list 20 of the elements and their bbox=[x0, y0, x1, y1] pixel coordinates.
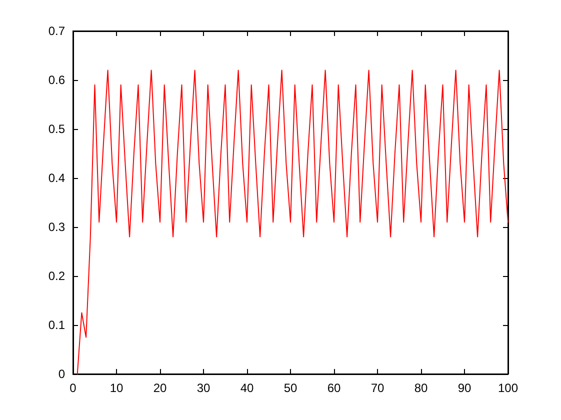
y-tick-label: 0.5 bbox=[48, 122, 66, 136]
x-tick-label: 90 bbox=[458, 381, 472, 395]
y-tick-label: 0 bbox=[58, 367, 66, 381]
x-tick-label: 80 bbox=[414, 381, 428, 395]
x-tick-label: 70 bbox=[370, 381, 384, 395]
x-tick-label: 10 bbox=[110, 381, 124, 395]
x-tick-label: 40 bbox=[240, 381, 254, 395]
y-tick-label: 0.2 bbox=[48, 269, 66, 283]
x-tick-label: 50 bbox=[284, 381, 298, 395]
x-tick-label: 60 bbox=[327, 381, 341, 395]
x-tick-label: 30 bbox=[196, 381, 210, 395]
y-tick-label: 0.3 bbox=[48, 220, 66, 234]
x-tick-label: 100 bbox=[498, 381, 518, 395]
y-tick-label: 0.1 bbox=[48, 318, 66, 332]
line-series bbox=[76, 70, 508, 374]
y-tick-label: 0.7 bbox=[48, 24, 66, 38]
y-tick-label: 0.4 bbox=[48, 171, 66, 185]
x-tick-label: 0 bbox=[70, 381, 77, 395]
y-tick-label: 0.6 bbox=[48, 73, 66, 87]
x-tick-label: 20 bbox=[153, 381, 167, 395]
